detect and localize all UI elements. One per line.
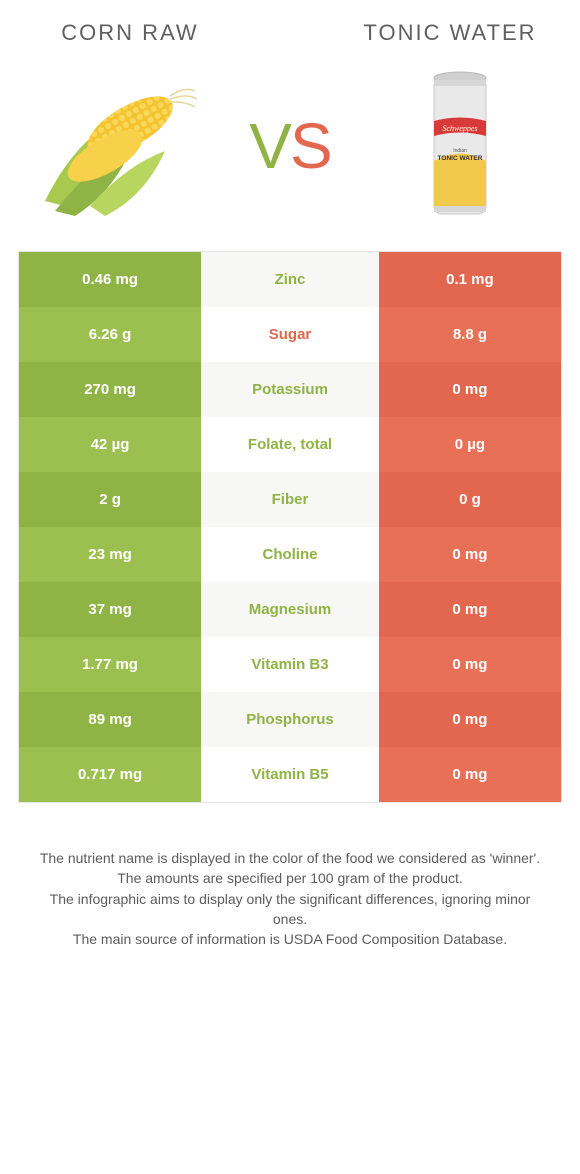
tonic-can-image: Schweppes Indian TONIC WATER	[370, 66, 550, 226]
left-value: 23 mg	[19, 527, 201, 582]
svg-text:Schweppes: Schweppes	[443, 124, 478, 133]
table-row: 0.717 mg Vitamin B5 0 mg	[19, 747, 561, 802]
left-value: 89 mg	[19, 692, 201, 747]
nutrient-name: Fiber	[201, 472, 379, 527]
note-line: The amounts are specified per 100 gram o…	[35, 868, 545, 888]
vs-label: VS	[249, 109, 330, 183]
table-row: 270 mg Potassium 0 mg	[19, 362, 561, 417]
nutrient-name: Phosphorus	[201, 692, 379, 747]
left-value: 37 mg	[19, 582, 201, 637]
right-value: 0 g	[379, 472, 561, 527]
table-row: 37 mg Magnesium 0 mg	[19, 582, 561, 637]
nutrient-name: Potassium	[201, 362, 379, 417]
svg-text:TONIC WATER: TONIC WATER	[438, 155, 483, 162]
nutrient-name: Sugar	[201, 307, 379, 362]
note-line: The infographic aims to display only the…	[35, 889, 545, 930]
tonic-water-can-icon: Schweppes Indian TONIC WATER	[420, 66, 500, 226]
left-title: CORN RAW	[30, 20, 230, 46]
corn-icon	[35, 71, 205, 221]
corn-image	[30, 66, 210, 226]
table-row: 89 mg Phosphorus 0 mg	[19, 692, 561, 747]
nutrient-name: Choline	[201, 527, 379, 582]
right-value: 0 µg	[379, 417, 561, 472]
svg-text:Indian: Indian	[453, 148, 467, 154]
note-line: The main source of information is USDA F…	[35, 929, 545, 949]
left-value: 1.77 mg	[19, 637, 201, 692]
left-value: 42 µg	[19, 417, 201, 472]
right-value: 0 mg	[379, 362, 561, 417]
right-title: TONIC WATER	[350, 20, 550, 46]
header: CORN RAW TONIC WATER	[0, 0, 580, 46]
nutrient-name: Zinc	[201, 252, 379, 307]
right-value: 0.1 mg	[379, 252, 561, 307]
right-value: 0 mg	[379, 582, 561, 637]
left-value: 270 mg	[19, 362, 201, 417]
table-row: 0.46 mg Zinc 0.1 mg	[19, 252, 561, 307]
left-value: 0.46 mg	[19, 252, 201, 307]
right-value: 0 mg	[379, 527, 561, 582]
footer-notes: The nutrient name is displayed in the co…	[0, 803, 580, 949]
images-row: VS Schweppes Indian TONIC WATER	[0, 46, 580, 251]
left-value: 6.26 g	[19, 307, 201, 362]
table-row: 42 µg Folate, total 0 µg	[19, 417, 561, 472]
comparison-table: 0.46 mg Zinc 0.1 mg 6.26 g Sugar 8.8 g 2…	[18, 251, 562, 803]
table-row: 6.26 g Sugar 8.8 g	[19, 307, 561, 362]
nutrient-name: Vitamin B3	[201, 637, 379, 692]
vs-s: S	[290, 110, 331, 182]
table-row: 23 mg Choline 0 mg	[19, 527, 561, 582]
nutrient-name: Vitamin B5	[201, 747, 379, 802]
right-value: 8.8 g	[379, 307, 561, 362]
vs-v: V	[249, 110, 290, 182]
right-value: 0 mg	[379, 747, 561, 802]
table-row: 1.77 mg Vitamin B3 0 mg	[19, 637, 561, 692]
right-value: 0 mg	[379, 692, 561, 747]
nutrient-name: Folate, total	[201, 417, 379, 472]
left-value: 0.717 mg	[19, 747, 201, 802]
note-line: The nutrient name is displayed in the co…	[35, 848, 545, 868]
nutrient-name: Magnesium	[201, 582, 379, 637]
table-row: 2 g Fiber 0 g	[19, 472, 561, 527]
left-value: 2 g	[19, 472, 201, 527]
right-value: 0 mg	[379, 637, 561, 692]
